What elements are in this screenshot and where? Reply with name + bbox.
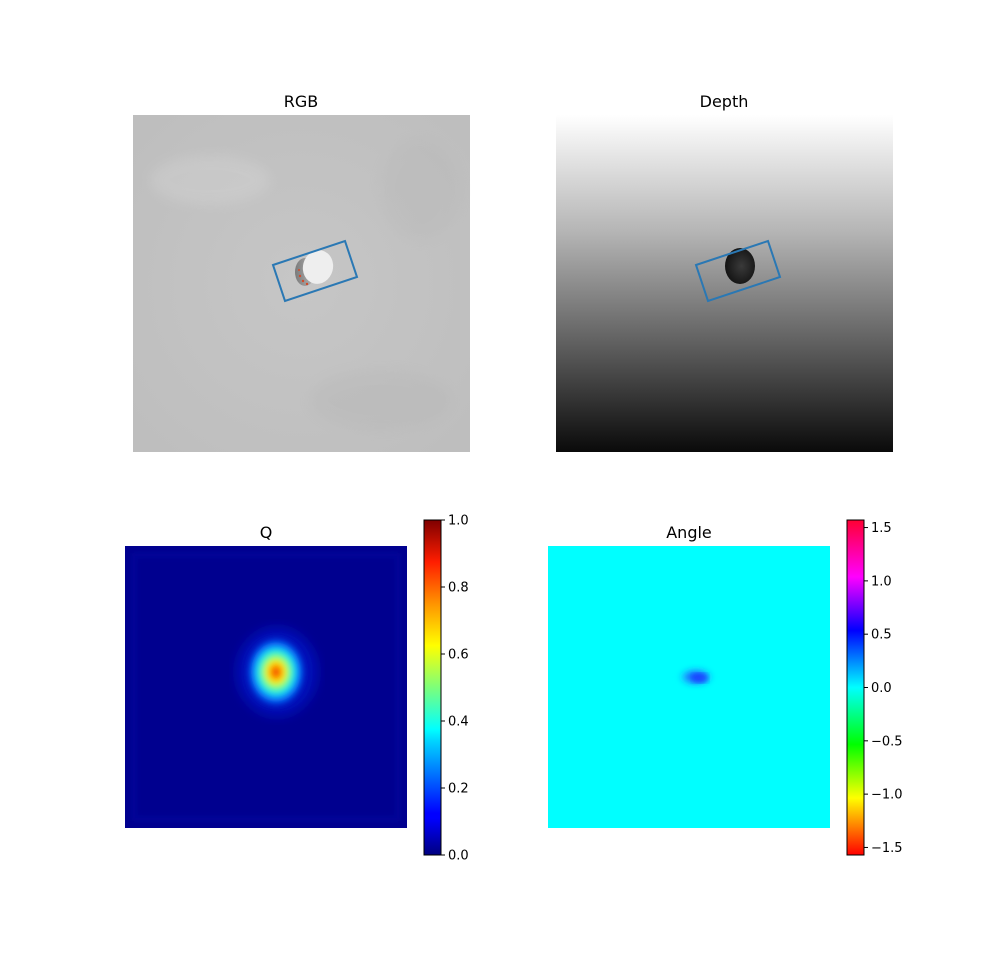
depth-object xyxy=(725,248,755,284)
q-heatmap xyxy=(125,546,407,828)
rgb-object xyxy=(302,250,334,284)
q-colorbar-tick-label: 0.0 xyxy=(448,849,469,864)
angle-colorbar-tick-label: −1.0 xyxy=(871,788,903,803)
angle-panel: Angle 1.5 1.0 0.5 0.0 −0.5 −1.0 −1.5 xyxy=(548,519,903,856)
q-colorbar-tick-label: 0.8 xyxy=(448,581,469,596)
depth-grasp-rectangle xyxy=(694,239,782,303)
angle-colorbar: 1.5 1.0 0.5 0.0 −0.5 −1.0 −1.5 xyxy=(846,519,903,856)
angle-title: Angle xyxy=(666,523,712,542)
q-colorbar-gradient xyxy=(423,519,442,856)
angle-colorbar-tick-label: −1.5 xyxy=(871,841,903,856)
depth-title: Depth xyxy=(700,92,749,111)
q-peak-blob xyxy=(244,634,308,710)
angle-colorbar-tick-label: 1.0 xyxy=(871,574,892,589)
q-panel: Q 0.0 0.2 0.4 0.6 0.8 1.0 xyxy=(125,514,469,864)
q-colorbar: 0.0 0.2 0.4 0.6 0.8 1.0 xyxy=(423,514,469,864)
rgb-image xyxy=(133,115,470,452)
angle-colorbar-tick-label: 0.5 xyxy=(871,628,892,643)
q-colorbar-tick-label: 0.4 xyxy=(448,715,469,730)
angle-colorbar-tick-label: 1.5 xyxy=(871,521,892,536)
angle-colorbar-tick-label: 0.0 xyxy=(871,681,892,696)
q-colorbar-tick-label: 0.2 xyxy=(448,782,469,797)
depth-image xyxy=(556,115,893,452)
q-colorbar-tick-label: 1.0 xyxy=(448,514,469,529)
angle-heatmap xyxy=(548,546,830,828)
rgb-grasp-rectangle xyxy=(271,239,359,303)
depth-panel: Depth xyxy=(556,92,893,452)
q-title: Q xyxy=(260,523,273,542)
rgb-panel: RGB xyxy=(133,92,470,452)
rgb-title: RGB xyxy=(284,92,319,111)
angle-colorbar-tick-label: −0.5 xyxy=(871,734,903,749)
angle-colorbar-gradient xyxy=(846,519,865,856)
q-colorbar-tick-label: 0.6 xyxy=(448,648,469,663)
